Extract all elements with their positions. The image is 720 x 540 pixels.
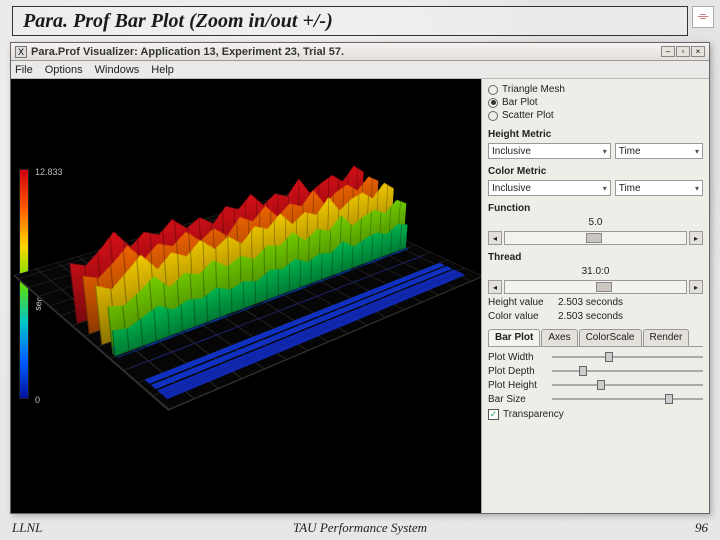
color-value: 2.503 seconds: [558, 311, 703, 322]
chevron-down-icon: ▾: [695, 184, 699, 193]
color-metric-unit-combo[interactable]: Time▾: [615, 180, 703, 196]
maximize-button[interactable]: ▫: [676, 46, 690, 57]
plot-type-radio[interactable]: Bar Plot: [488, 96, 703, 109]
function-scrollbar[interactable]: ◂ ▸: [488, 231, 703, 245]
slider-label: Plot Width: [488, 352, 546, 363]
height-value: 2.503 seconds: [558, 297, 703, 308]
tab-colorscale[interactable]: ColorScale: [579, 329, 642, 346]
tab-bar-plot[interactable]: Bar Plot: [488, 329, 540, 346]
slider-row: Plot Height: [488, 378, 703, 392]
corner-logo-icon: ⌯: [692, 6, 714, 28]
plot-type-label: Bar Plot: [502, 97, 538, 108]
slide-title-box: Para. Prof Bar Plot (Zoom in/out +/-): [12, 6, 688, 36]
scroll-right-icon[interactable]: ▸: [689, 231, 703, 245]
footer-right: 96: [695, 520, 708, 536]
slide-title: Para. Prof Bar Plot (Zoom in/out +/-): [23, 10, 333, 33]
function-label: Function: [488, 203, 703, 214]
close-button[interactable]: ×: [691, 46, 705, 57]
window-title: Para.Prof Visualizer: Application 13, Ex…: [31, 46, 661, 58]
slider-label: Plot Height: [488, 380, 546, 391]
control-panel: Triangle Mesh Bar Plot Scatter Plot Height…: [481, 79, 709, 513]
transparency-label: Transparency: [503, 409, 564, 420]
footer-center: TAU Performance System: [293, 520, 427, 536]
scroll-right-icon[interactable]: ▸: [689, 280, 703, 294]
scroll-left-icon[interactable]: ◂: [488, 280, 502, 294]
minimize-button[interactable]: –: [661, 46, 675, 57]
paraprof-window: X Para.Prof Visualizer: Application 13, …: [10, 42, 710, 514]
height-metric-combo[interactable]: Inclusive▾: [488, 143, 611, 159]
slider[interactable]: [552, 392, 703, 406]
slider[interactable]: [552, 378, 703, 392]
slider-label: Plot Depth: [488, 366, 546, 377]
radio-icon: [488, 85, 498, 95]
plot-type-radio[interactable]: Scatter Plot: [488, 109, 703, 122]
chevron-down-icon: ▾: [603, 184, 607, 193]
app-icon: X: [15, 46, 27, 58]
thread-scrollbar[interactable]: ◂ ▸: [488, 280, 703, 294]
color-value-label: Color value: [488, 311, 552, 322]
slider-row: Plot Depth: [488, 364, 703, 378]
chevron-down-icon: ▾: [695, 147, 699, 156]
height-value-label: Height value: [488, 297, 552, 308]
tabs: Bar PlotAxesColorScaleRender: [488, 329, 703, 347]
slider[interactable]: [552, 350, 703, 364]
slide-footer: LLNL TAU Performance System 96: [0, 520, 720, 536]
slider-label: Bar Size: [488, 394, 546, 405]
function-value: 5.0: [488, 217, 703, 228]
color-scale-max: 12.833: [35, 167, 63, 177]
color-metric-combo[interactable]: Inclusive▾: [488, 180, 611, 196]
menu-options[interactable]: Options: [45, 64, 83, 76]
height-metric-unit-combo[interactable]: Time▾: [615, 143, 703, 159]
footer-left: LLNL: [12, 520, 42, 536]
plot-type-radio[interactable]: Triangle Mesh: [488, 83, 703, 96]
color-metric-label: Color Metric: [488, 166, 703, 177]
tab-axes[interactable]: Axes: [541, 329, 577, 346]
menu-file[interactable]: File: [15, 64, 33, 76]
menu-windows[interactable]: Windows: [95, 64, 140, 76]
slider-row: Plot Width: [488, 350, 703, 364]
menubar: File Options Windows Help: [11, 61, 709, 79]
thread-value: 31.0:0: [488, 266, 703, 277]
viz-canvas[interactable]: 12.833 0 seconds: [11, 79, 481, 513]
chevron-down-icon: ▾: [603, 147, 607, 156]
menu-help[interactable]: Help: [151, 64, 174, 76]
radio-icon: [488, 111, 498, 121]
radio-icon: [488, 98, 498, 108]
window-titlebar[interactable]: X Para.Prof Visualizer: Application 13, …: [11, 43, 709, 61]
color-scale-min: 0: [35, 395, 40, 405]
scroll-left-icon[interactable]: ◂: [488, 231, 502, 245]
thread-label: Thread: [488, 252, 703, 263]
slider[interactable]: [552, 364, 703, 378]
plot-type-label: Scatter Plot: [502, 110, 554, 121]
plot-type-label: Triangle Mesh: [502, 84, 565, 95]
tab-render[interactable]: Render: [643, 329, 690, 346]
transparency-checkbox[interactable]: ✓: [488, 409, 499, 420]
slider-row: Bar Size: [488, 392, 703, 406]
height-metric-label: Height Metric: [488, 129, 703, 140]
